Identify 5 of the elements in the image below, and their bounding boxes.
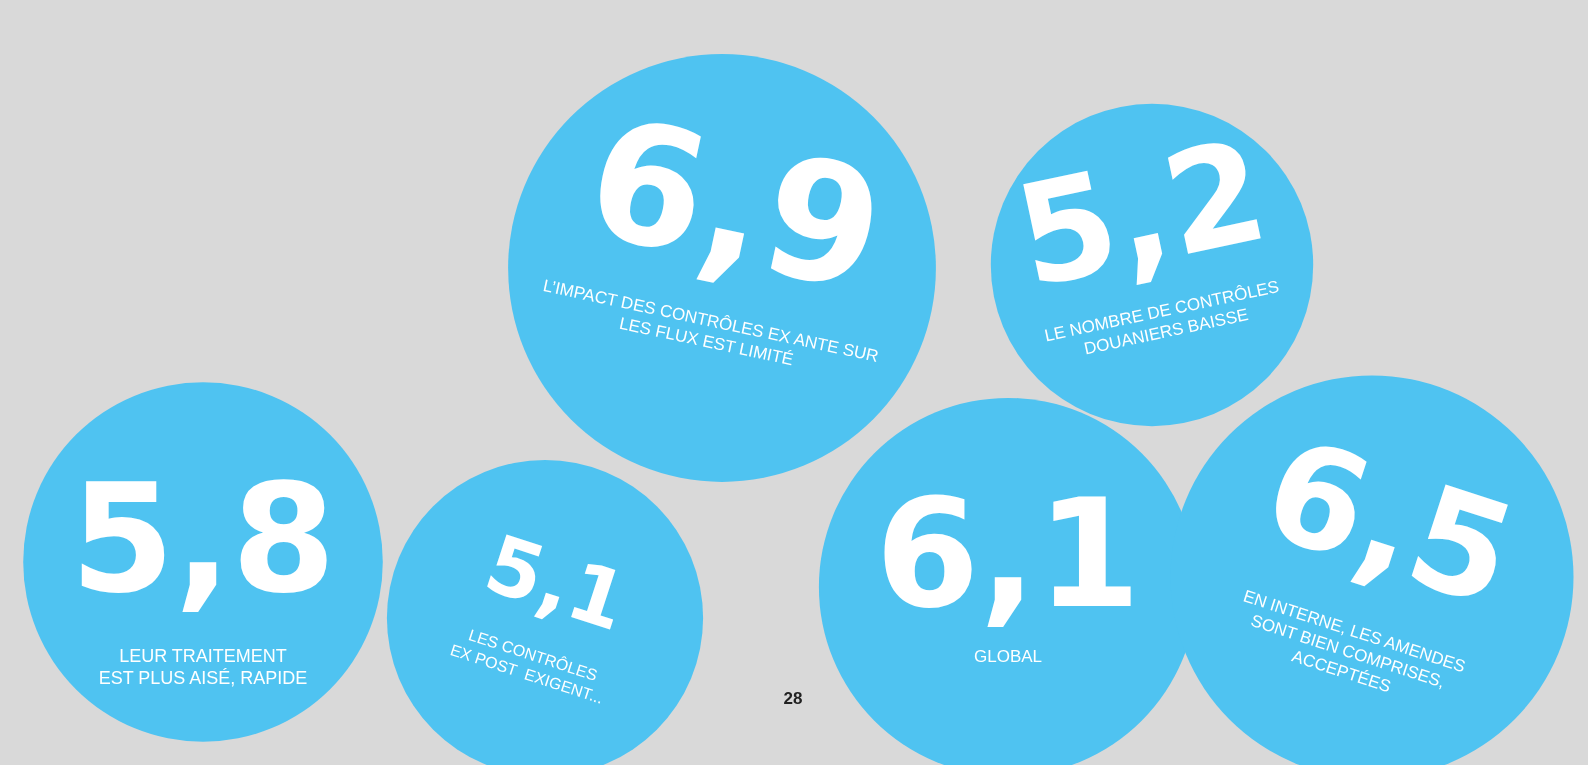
data-label: 5,8 <box>70 451 336 626</box>
data-label: 6,1 <box>875 466 1141 641</box>
category-label: LEUR TRAITEMENT EST PLUS AISÉ, RAPIDE <box>98 645 308 688</box>
category-label: GLOBAL <box>973 646 1043 666</box>
text: 28 <box>783 688 803 708</box>
